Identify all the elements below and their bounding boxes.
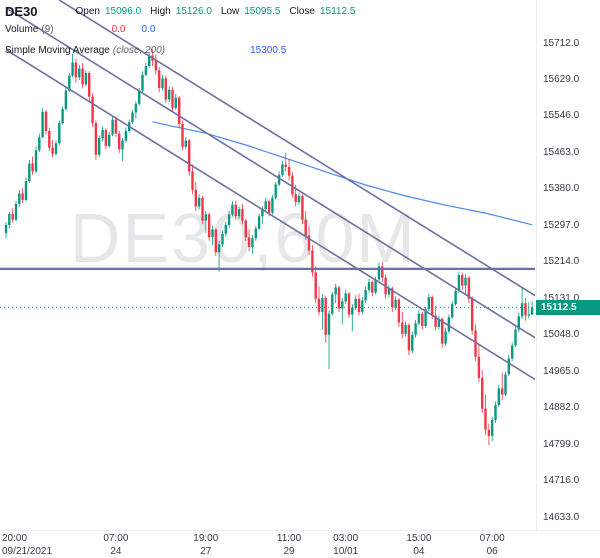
time-tick-label: 07:00 06: [479, 533, 505, 557]
current-price-badge[interactable]: 15112.5: [536, 299, 600, 315]
price-tick-label: 15463.0: [543, 146, 580, 158]
low-value: 15095.5: [244, 5, 281, 17]
price-tick-label: 14633.0: [543, 511, 580, 523]
trendline: [58, 0, 535, 297]
price-tick-label: 15214.0: [543, 256, 580, 268]
sma-label: Simple Moving Average: [5, 44, 110, 56]
time-tick-label: 07:00 24: [103, 533, 129, 557]
sma-param: (close, 200): [112, 44, 166, 56]
time-tick-label: 20:00 09/21/2021: [2, 533, 53, 557]
time-tick-label: 11:00 29: [276, 533, 302, 557]
legend-symbol-row[interactable]: DE30 Open 15096.0 High 15126.0 Low 15095…: [5, 2, 355, 20]
price-tick-label: 15048.0: [543, 329, 580, 341]
low-label: Low: [220, 5, 240, 17]
trendline: [5, 49, 535, 381]
legend: DE30 Open 15096.0 High 15126.0 Low 15095…: [5, 2, 355, 59]
sma-line[interactable]: [152, 121, 533, 226]
trendline: [5, 7, 535, 339]
price-tick-label: 15131.0: [543, 292, 580, 304]
price-tick-label: 14716.0: [543, 475, 580, 487]
volume-label: Volume: [5, 23, 39, 35]
time-axis[interactable]: 20:00 09/21/2021 07:00 24 19:00 27 11:00 29 03:0…: [0, 530, 600, 558]
price-tick-label: 15297.0: [543, 219, 580, 231]
open-value: 15096.0: [105, 5, 142, 17]
time-tick-label: 19:00 27: [193, 533, 219, 557]
volume-param: (9): [41, 23, 54, 35]
price-tick-label: 15629.0: [543, 73, 580, 85]
volume-value-2: 0.0: [141, 23, 156, 35]
close-label: Close: [289, 5, 315, 17]
price-axis[interactable]: 15712.0 15629.0 15546.0 15463.0 15380.0 15297…: [536, 0, 600, 530]
legend-sma-row[interactable]: Simple Moving Average (close, 200) 15300…: [5, 41, 355, 59]
sma-value: 15300.5: [250, 44, 287, 56]
trendlines[interactable]: [0, 0, 539, 382]
price-tick-label: 14882.0: [543, 402, 580, 414]
time-tick-label: 03:00 10/01: [333, 533, 359, 557]
high-label: High: [150, 5, 171, 17]
open-label: Open: [75, 5, 100, 17]
time-tick-label: 15:00 04: [406, 533, 432, 557]
price-tick-label: 15712.0: [543, 37, 580, 49]
legend-volume-row[interactable]: Volume (9) 0.0 0.0: [5, 20, 355, 38]
price-tick-label: 14965.0: [543, 365, 580, 377]
price-tick-label: 15546.0: [543, 110, 580, 122]
candles: [4, 49, 534, 446]
symbol-name: DE30: [5, 3, 38, 19]
price-tick-label: 14799.0: [543, 438, 580, 450]
price-tick-label: 15380.0: [543, 183, 580, 195]
close-value: 15112.5: [319, 5, 356, 17]
high-value: 15126.0: [175, 5, 212, 17]
volume-value-1: 0.0: [111, 23, 126, 35]
